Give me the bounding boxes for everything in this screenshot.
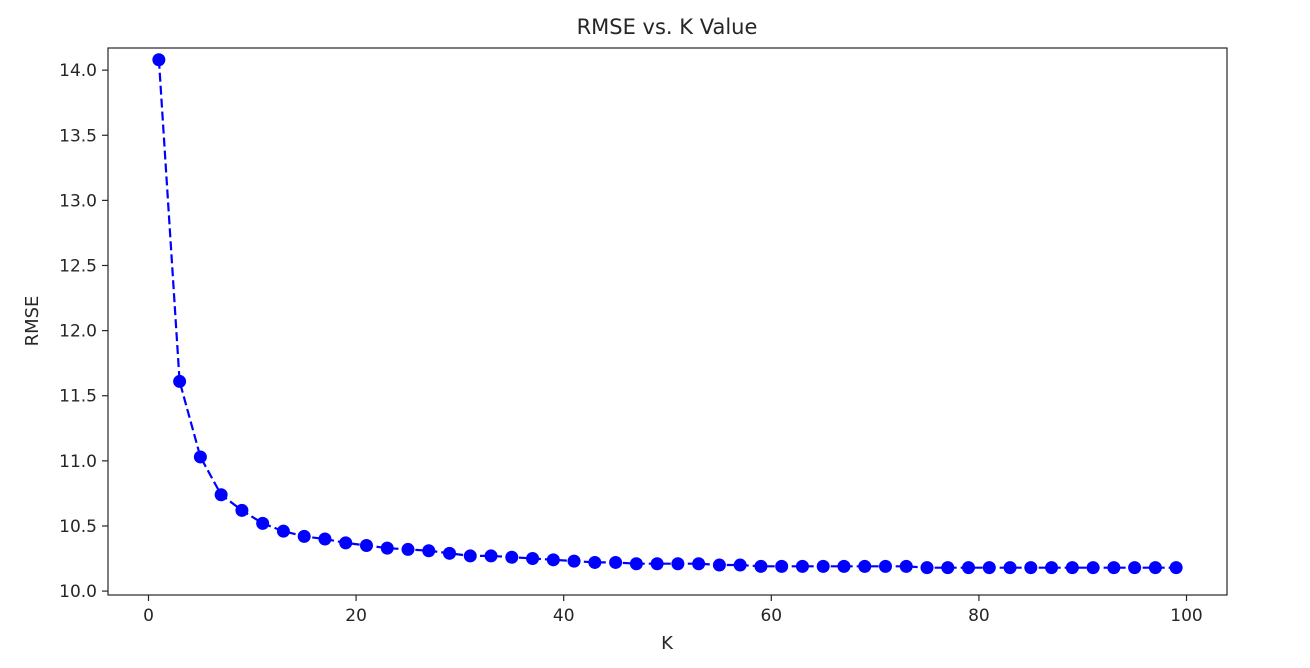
- data-point: [1045, 561, 1059, 575]
- data-point: [754, 559, 768, 573]
- data-point: [962, 561, 976, 575]
- data-point: [463, 549, 477, 563]
- data-point: [650, 557, 664, 571]
- x-tick-label: 20: [345, 606, 367, 626]
- data-point: [1065, 561, 1079, 575]
- y-tick-label: 12.0: [59, 322, 97, 342]
- data-point: [443, 546, 457, 560]
- data-point: [629, 557, 643, 571]
- x-tick-label: 0: [143, 606, 154, 626]
- data-point: [609, 555, 623, 569]
- series-line: [157, 59, 1177, 569]
- x-axis-label: K: [661, 633, 674, 654]
- data-point: [380, 541, 394, 555]
- y-tick-label: 13.5: [59, 126, 97, 146]
- data-point: [193, 450, 207, 464]
- y-tick-label: 14.0: [59, 61, 97, 81]
- data-point: [733, 558, 747, 572]
- data-point: [484, 549, 498, 563]
- data-point: [941, 561, 955, 575]
- data-point: [899, 559, 913, 573]
- data-point: [878, 559, 892, 573]
- data-point: [152, 53, 166, 67]
- y-tick-label: 12.5: [59, 256, 97, 276]
- y-tick-label: 11.0: [59, 452, 97, 472]
- plot-frame: [107, 47, 1228, 596]
- y-axis-label: RMSE: [22, 296, 43, 347]
- data-point: [526, 552, 540, 566]
- data-point: [1107, 561, 1121, 575]
- y-axis-ticks: 10.0 10.5 11.0 11.5 12.0 12.5 13.0 13.5 14.0: [59, 61, 108, 602]
- data-point: [795, 559, 809, 573]
- data-point: [588, 555, 602, 569]
- data-point: [256, 516, 270, 530]
- data-point: [359, 539, 373, 553]
- data-point: [401, 542, 415, 556]
- y-tick-label: 11.5: [59, 387, 97, 407]
- x-tick-label: 80: [968, 606, 990, 626]
- data-point: [1003, 561, 1017, 575]
- data-point: [276, 524, 290, 538]
- x-tick-label: 40: [553, 606, 575, 626]
- chart-title: RMSE vs. K Value: [577, 15, 758, 39]
- data-point: [235, 503, 249, 517]
- data-point: [1128, 561, 1142, 575]
- y-tick-label: 10.5: [59, 517, 97, 537]
- data-point: [692, 557, 706, 571]
- data-point: [1024, 561, 1038, 575]
- data-point: [318, 532, 332, 546]
- data-point: [775, 559, 789, 573]
- data-point: [214, 488, 228, 502]
- data-point: [567, 554, 581, 568]
- data-point: [422, 544, 436, 558]
- x-tick-label: 100: [1170, 606, 1202, 626]
- data-point: [505, 550, 519, 564]
- data-point: [546, 553, 560, 567]
- x-axis-ticks: 0 20 40 60 80 100: [143, 595, 1203, 626]
- data-point: [1169, 561, 1183, 575]
- data-point: [1086, 561, 1100, 575]
- y-tick-label: 10.0: [59, 582, 97, 602]
- data-point: [920, 561, 934, 575]
- data-point: [1148, 561, 1162, 575]
- series-layer: [152, 53, 1183, 575]
- data-point: [858, 559, 872, 573]
- x-tick-label: 60: [760, 606, 782, 626]
- data-point: [297, 529, 311, 543]
- data-point: [671, 557, 685, 571]
- y-tick-label: 13.0: [59, 191, 97, 211]
- data-point: [982, 561, 996, 575]
- data-point: [837, 559, 851, 573]
- data-point: [339, 536, 353, 550]
- data-point: [816, 559, 830, 573]
- data-point: [712, 558, 726, 572]
- data-point: [173, 374, 187, 388]
